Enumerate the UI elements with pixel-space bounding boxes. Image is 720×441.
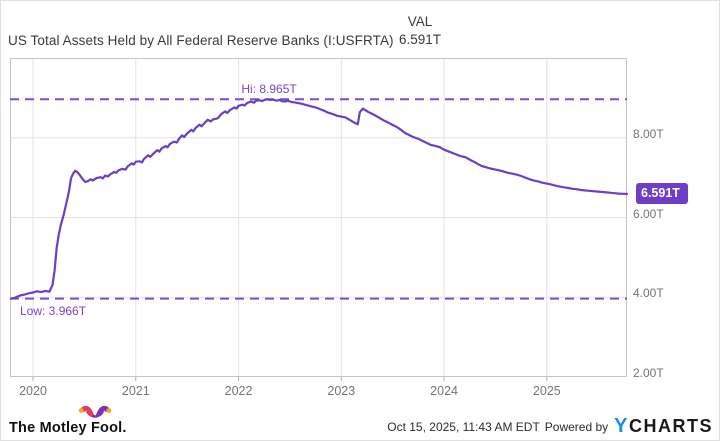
data-series-line (10, 98, 629, 300)
y-axis-label-4.00T: 4.00T (633, 286, 664, 301)
plot-area: Hi: 8.965T Low: 3.966T (10, 58, 629, 381)
last-value-badge: 6.591T (636, 183, 688, 205)
motley-fool-wordmark: The Motley Fool. (9, 420, 127, 436)
powered-by-label: Powered by (544, 419, 609, 434)
x-axis-label-2020: 2020 (19, 384, 47, 398)
x-axis-label-2025: 2025 (532, 384, 561, 398)
low-annotation: Low: 3.966T (20, 303, 87, 318)
motley-fool-jester-hat-icon (78, 405, 112, 418)
timestamp: Oct 15, 2025, 11:43 AM EDT (387, 419, 540, 434)
hi-annotation: Hi: 8.965T (241, 82, 297, 97)
x-axis-label-2021: 2021 (121, 384, 150, 398)
ycharts-wordmark: CHARTS (629, 416, 713, 436)
value-column: VAL 6.591T (393, 14, 447, 47)
chart-title: US Total Assets Held by All Federal Rese… (8, 33, 394, 48)
y-axis-label-6.00T: 6.00T (633, 206, 664, 221)
x-axis-label-2024: 2024 (430, 384, 458, 398)
plot-border (10, 58, 627, 377)
value-column-header: VAL (407, 14, 433, 29)
y-axis-label-2.00T: 2.00T (633, 366, 664, 380)
ycharts-logo: Y CHARTS (614, 415, 713, 438)
ycharts-y-glyph: Y (614, 415, 629, 437)
x-axis-label-2023: 2023 (327, 384, 356, 398)
x-axis-label-2022: 2022 (224, 384, 253, 398)
current-value: 6.591T (398, 32, 442, 47)
plot-svg (10, 58, 629, 381)
y-axis-label-8.00T: 8.00T (633, 126, 664, 141)
